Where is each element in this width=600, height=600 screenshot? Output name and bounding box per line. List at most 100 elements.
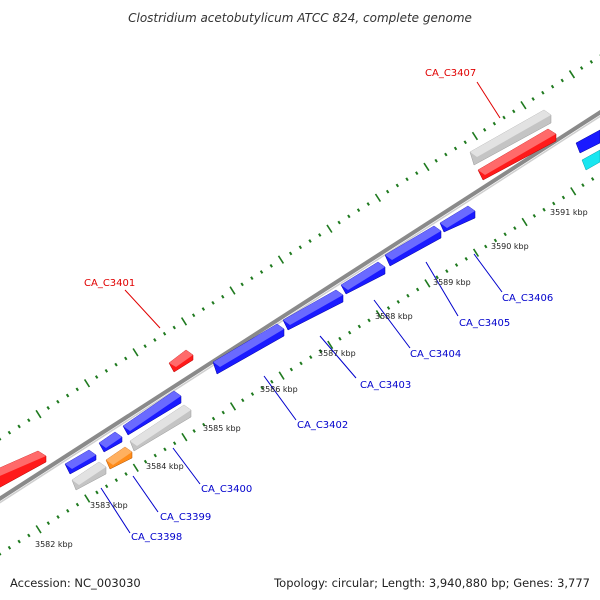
minor-tick [581,183,585,188]
minor-tick [65,393,70,398]
gene-label-CA_C3405[interactable]: CA_C3405 [459,318,510,329]
minor-tick [385,189,390,194]
topology-summary-text: Topology: circular; Length: 3,940,880 bp… [273,576,590,590]
kbp-label: 3588 kbp [375,312,413,321]
gene-blue-edge[interactable] [575,129,600,154]
major-tick [84,494,91,503]
gene-label-CA_C3398[interactable]: CA_C3398 [131,532,182,543]
minor-tick [17,539,21,544]
major-tick [278,371,285,380]
major-tick [375,309,382,319]
major-tick [35,525,42,534]
minor-tick [56,399,60,404]
minor-tick [172,441,177,446]
minor-tick [298,245,303,250]
minor-tick [356,208,361,213]
minor-tick [250,392,255,396]
minor-tick [445,269,449,274]
gene-labels: CA_C3398 CA_C3399 CA_C3400 CA_C3401 CA_C… [84,68,553,543]
major-tick [83,378,91,388]
kbp-label: 3583 kbp [90,501,128,510]
tick-tracks [0,54,600,556]
kbp-labels: 3582 kbp 3583 kbp 3584 kbp 3585 kbp 3586… [35,208,588,549]
minor-tick [318,233,322,237]
minor-tick [482,127,487,132]
minor-tick [318,349,323,353]
accession-text: Accession: NC_003030 [10,576,141,590]
minor-tick [289,367,294,372]
gene-label-CA_C3406[interactable]: CA_C3406 [502,293,553,304]
minor-tick [484,244,488,249]
minor-tick [463,140,467,145]
minor-tick [561,195,566,200]
gene-label-CA_C3399[interactable]: CA_C3399 [160,512,211,523]
gene-label-CA_C3400[interactable]: CA_C3400 [201,484,252,495]
major-tick [132,463,139,473]
minor-tick [94,375,99,379]
minor-tick [309,355,313,360]
kbp-label: 3585 kbp [203,424,241,433]
minor-tick [270,379,274,384]
gene-label-CA_C3404[interactable]: CA_C3404 [410,349,461,360]
minor-tick [46,521,51,526]
gene-label-CA_C3402[interactable]: CA_C3402 [297,420,348,431]
minor-tick [532,213,537,218]
major-tick [35,409,42,419]
minor-tick [260,386,264,390]
minor-tick [202,422,206,427]
minor-tick [589,59,594,64]
minor-tick [338,336,342,341]
minor-tick [590,177,595,181]
minor-tick [163,447,167,452]
minor-tick [221,410,225,415]
minor-tick [503,232,507,237]
minor-tick [357,324,362,329]
minor-tick [347,330,352,335]
major-tick [424,279,431,288]
forward-strand-genes [71,128,600,491]
major-tick [181,432,188,442]
minor-tick [153,338,157,342]
minor-tick [259,270,264,274]
gene-label-CA_C3401[interactable]: CA_C3401 [84,278,135,289]
minor-tick [493,238,498,243]
major-tick [374,193,382,203]
major-tick [521,217,528,227]
gene-cyan-edge[interactable] [581,149,600,171]
minor-tick [153,453,157,458]
minor-tick [492,121,497,126]
minor-tick [435,275,439,280]
minor-tick [367,318,371,323]
gene-label-CA_C3407[interactable]: CA_C3407 [425,68,476,79]
minor-tick [396,299,400,304]
minor-tick [241,398,245,403]
major-tick [229,402,237,411]
gene-label-CA_C3403[interactable]: CA_C3403 [360,380,411,391]
minor-tick [95,490,99,495]
minor-tick [172,325,176,330]
minor-tick [513,226,517,231]
minor-tick [27,533,31,538]
minor-tick [46,406,50,410]
reverse-strand-genes [0,109,552,488]
minor-tick [502,115,506,120]
minor-tick [512,109,516,114]
kbp-label: 3589 kbp [433,278,471,287]
minor-tick [347,214,351,219]
minor-tick [288,251,293,256]
kbp-label: 3591 kbp [550,208,588,217]
major-tick [327,340,334,350]
minor-tick [56,515,60,519]
major-tick [229,286,236,295]
minor-tick [366,202,370,206]
minor-tick [114,362,118,367]
minor-tick [250,276,254,281]
kbp-label: 3590 kbp [491,242,529,251]
minor-tick [299,361,303,366]
minor-tick [269,263,273,268]
kbp-label: 3582 kbp [35,540,73,549]
minor-tick [406,293,410,298]
minor-tick [0,552,2,556]
